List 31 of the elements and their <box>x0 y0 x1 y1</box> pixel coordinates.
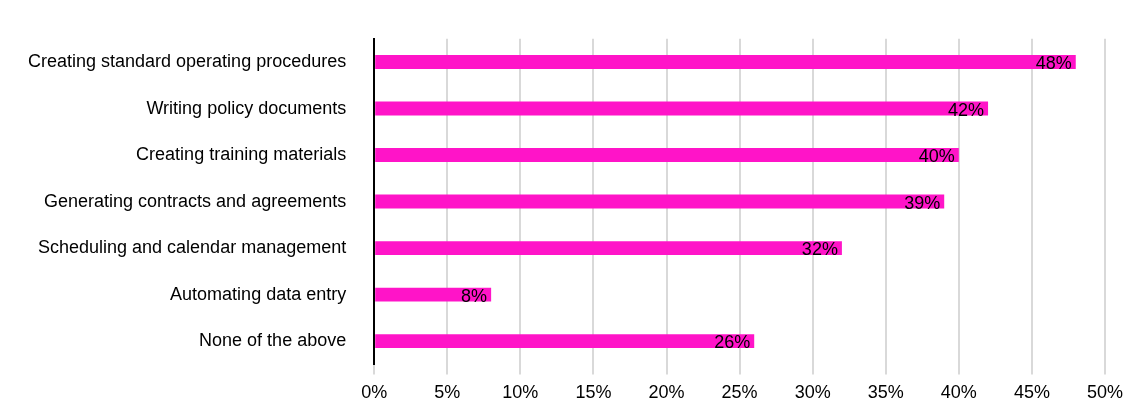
x-tick-label: 25% <box>721 382 758 403</box>
y-tick-label: Writing policy documents <box>146 97 347 118</box>
data-label: 32% <box>801 239 838 260</box>
data-label: 26% <box>714 332 751 353</box>
x-tick-label: 20% <box>648 382 685 403</box>
y-tick-label: Scheduling and calendar management <box>37 237 347 258</box>
bar <box>375 148 959 163</box>
bar <box>375 334 755 349</box>
x-tick-label: 0% <box>361 382 388 403</box>
x-tick-label: 10% <box>502 382 539 403</box>
y-tick-label: Automating data entry <box>170 283 347 304</box>
data-label: 8% <box>461 285 488 306</box>
x-tick-label: 15% <box>575 382 612 403</box>
bar <box>375 241 842 256</box>
data-label: 42% <box>948 99 985 120</box>
y-tick-label: Generating contracts and agreements <box>44 190 347 211</box>
bar <box>375 101 989 116</box>
x-tick-label: 40% <box>940 382 977 403</box>
data-label: 39% <box>904 192 941 213</box>
data-label: 40% <box>918 146 955 167</box>
bar <box>375 55 1076 70</box>
y-tick-label: Creating standard operating procedures <box>28 51 347 72</box>
x-tick-label: 5% <box>434 382 461 403</box>
x-tick-label: 30% <box>794 382 831 403</box>
x-tick-label: 35% <box>867 382 904 403</box>
y-tick-label: Creating training materials <box>136 144 347 165</box>
y-tick-label: None of the above <box>199 330 347 351</box>
x-tick-label: 50% <box>1086 382 1123 403</box>
data-label: 48% <box>1035 53 1072 74</box>
x-tick-label: 45% <box>1013 382 1050 403</box>
bar <box>375 194 945 209</box>
